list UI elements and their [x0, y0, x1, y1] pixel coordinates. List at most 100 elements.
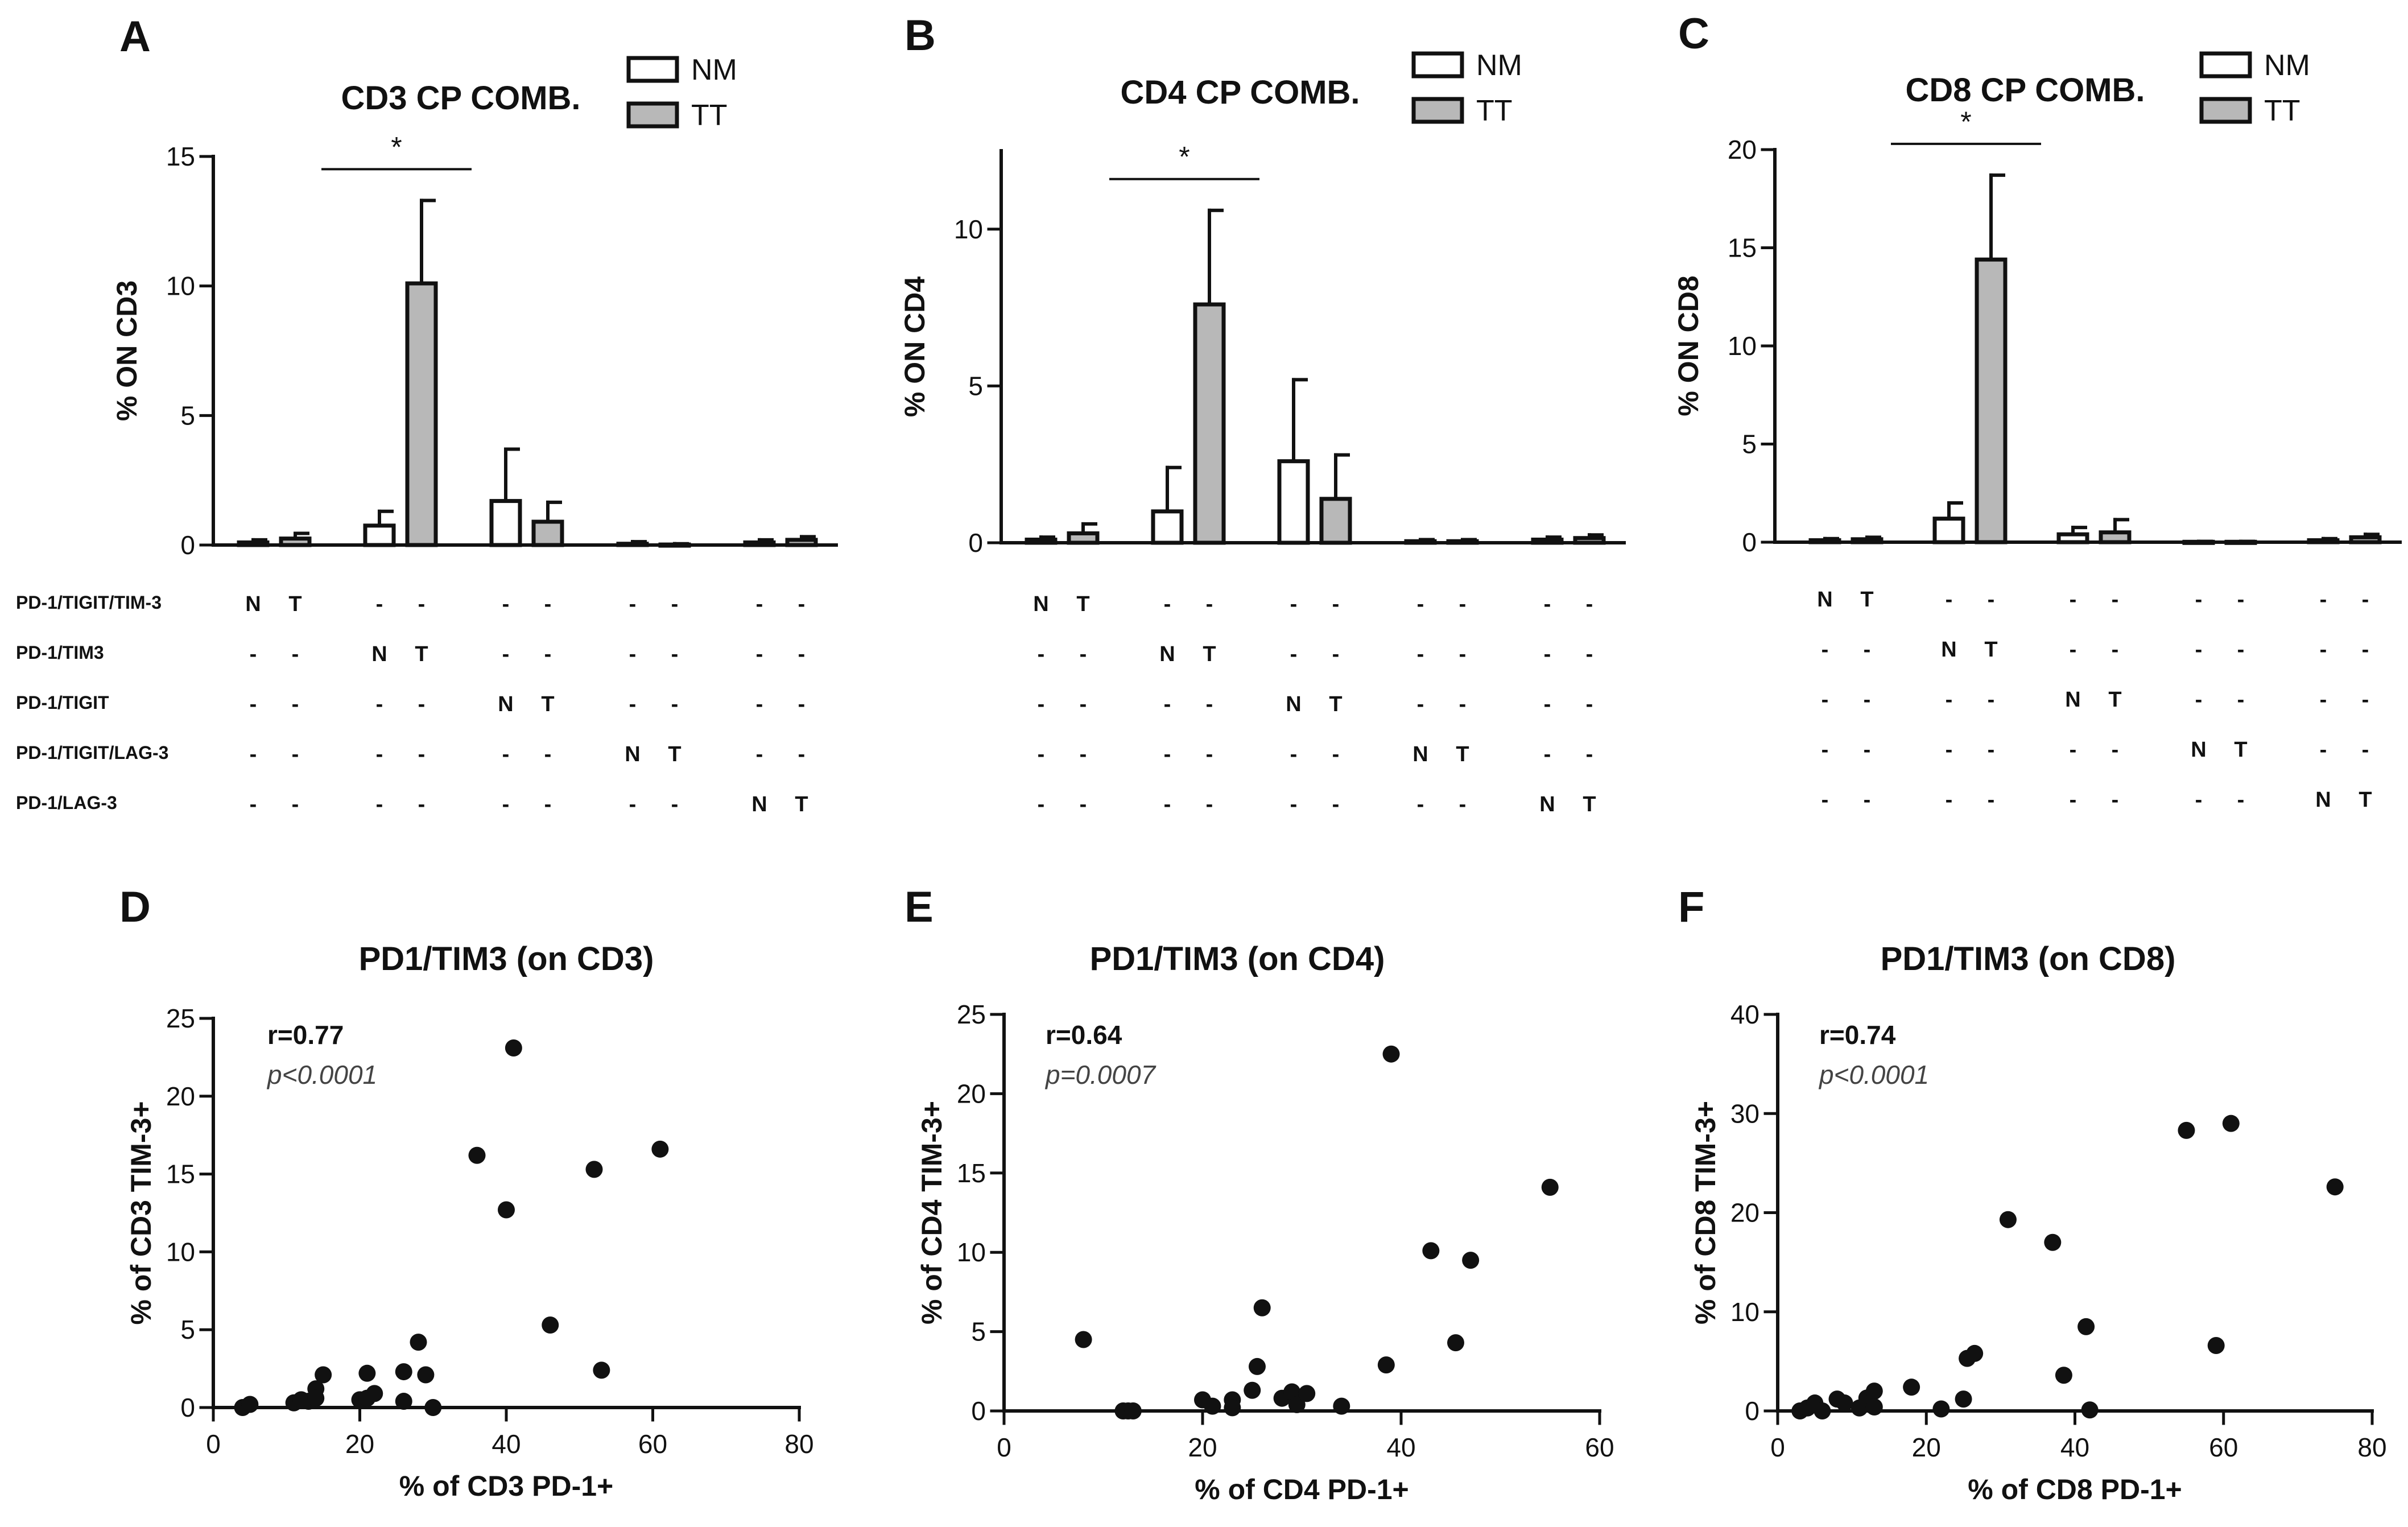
y-tick-label: 10 [166, 1237, 195, 1266]
combo-mark: - [756, 692, 763, 716]
combo-mark: - [1988, 688, 1995, 712]
scatter-point [410, 1334, 427, 1351]
combo-mark: - [1417, 793, 1424, 816]
y-tick-label: 0 [180, 530, 195, 560]
combo-mark: - [1332, 742, 1340, 766]
y-tick-label: 5 [1742, 430, 1757, 459]
combo-mark: - [671, 592, 679, 616]
combo-mark: - [1988, 738, 1995, 762]
combo-mark: - [2195, 588, 2203, 612]
chart-title: PD1/TIM3 (on CD4) [1090, 940, 1385, 977]
combo-mark: - [1459, 592, 1467, 616]
correlation-r: r=0.74 [1819, 1020, 1896, 1050]
legend-swatch-tt [1411, 97, 1464, 124]
bar-tt [1573, 536, 1606, 545]
combo-mark: - [671, 642, 679, 666]
bar-nm [2307, 538, 2340, 544]
combo-mark: - [1080, 742, 1087, 766]
combo-mark: N [1412, 742, 1428, 766]
y-tick-label: 10 [957, 1237, 986, 1267]
combo-mark: - [1586, 592, 1593, 616]
combo-mark: - [2362, 638, 2369, 662]
combo-mark: - [1206, 742, 1213, 766]
combo-mark: - [502, 742, 510, 766]
combo-mark: - [1038, 793, 1045, 816]
panel-letter: A [119, 13, 151, 61]
bar-nm [1151, 509, 1184, 545]
combo-mark: - [1332, 642, 1340, 666]
combo-mark: - [1164, 742, 1171, 766]
scatter-point [1447, 1334, 1464, 1352]
combo-mark: N [1817, 588, 1832, 612]
correlation-p: p=0.0007 [1044, 1060, 1156, 1089]
combo-mark: T [2359, 788, 2372, 812]
bar-nm [363, 523, 396, 547]
y-tick-label: 30 [1730, 1099, 1759, 1128]
correlation-r: r=0.77 [267, 1020, 344, 1050]
scatter-point [315, 1366, 332, 1384]
x-tick-label: 20 [345, 1429, 374, 1459]
combo-mark: - [1290, 642, 1298, 666]
combo-mark: N [1286, 692, 1301, 716]
bar-nm [1932, 517, 1965, 544]
combo-mark: - [544, 642, 552, 666]
scatter-point [468, 1146, 486, 1164]
chart-title: PD1/TIM3 (on CD8) [1881, 940, 2176, 977]
scatter-point [498, 1201, 515, 1219]
combo-mark: - [1417, 692, 1424, 716]
combo-mark: - [1459, 642, 1467, 666]
scatter-point [307, 1389, 325, 1407]
y-axis-label: % ON CD4 [899, 276, 931, 417]
y-tick-label: 0 [180, 1393, 195, 1422]
bar-nm [1808, 538, 1841, 544]
combo-mark: - [1164, 793, 1171, 816]
combo-row-label: PD-1/TIM3 [16, 642, 104, 663]
chart-panel-d: D PD1/TIM3 (on CD3) 0 5 10 15 20 25 0 20 40 60 80 % o… [119, 883, 814, 1502]
combo-row-label: PD-1/TIGIT/TIM-3 [16, 592, 162, 613]
x-tick-label: 0 [1770, 1433, 1785, 1462]
bar-tt [405, 281, 438, 547]
scatter-point [2081, 1401, 2099, 1419]
scatter-point [395, 1393, 412, 1410]
combo-mark: N [751, 793, 767, 816]
scatter-point [1903, 1379, 1920, 1396]
significance-label: * [1179, 141, 1189, 173]
combo-mark: - [250, 742, 257, 766]
combo-mark: - [1946, 688, 1953, 712]
x-tick-label: 60 [1585, 1433, 1614, 1462]
combo-mark: - [629, 793, 637, 816]
legend-swatch-nm [626, 56, 679, 83]
combo-mark: T [795, 793, 808, 816]
combo-mark: - [250, 692, 257, 716]
scatter-point [1955, 1390, 1972, 1408]
panel-letter: D [119, 883, 151, 931]
combo-mark: - [376, 742, 383, 766]
bar-nm [743, 540, 776, 547]
chart-title: PD1/TIM3 (on CD3) [359, 940, 654, 977]
x-tick-label: 40 [491, 1429, 521, 1459]
combo-mark: - [1864, 688, 1871, 712]
x-tick-label: 60 [638, 1429, 667, 1459]
bar-tt [1319, 497, 1352, 545]
combo-mark: - [418, 692, 426, 716]
scatter-point [593, 1361, 610, 1379]
bar-nm [616, 542, 649, 547]
combo-mark: - [1038, 742, 1045, 766]
combo-mark: - [1080, 692, 1087, 716]
scatter-point [395, 1363, 412, 1381]
scatter-point [1541, 1178, 1559, 1196]
chart-title: CD3 CP COMB. [341, 80, 580, 117]
scatter-point [1382, 1045, 1400, 1063]
combo-row-label: PD-1/TIGIT [16, 692, 109, 713]
combo-mark: T [541, 692, 554, 716]
combo-mark: - [2237, 588, 2245, 612]
combo-mark: - [250, 642, 257, 666]
scatter-point [1422, 1242, 1440, 1260]
combo-mark: T [1076, 592, 1089, 616]
combo-mark: - [1864, 788, 1871, 812]
combo-mark: - [1946, 788, 1953, 812]
y-tick-label: 20 [166, 1082, 195, 1111]
combo-mark: - [756, 592, 763, 616]
combo-mark: N [2191, 738, 2206, 762]
